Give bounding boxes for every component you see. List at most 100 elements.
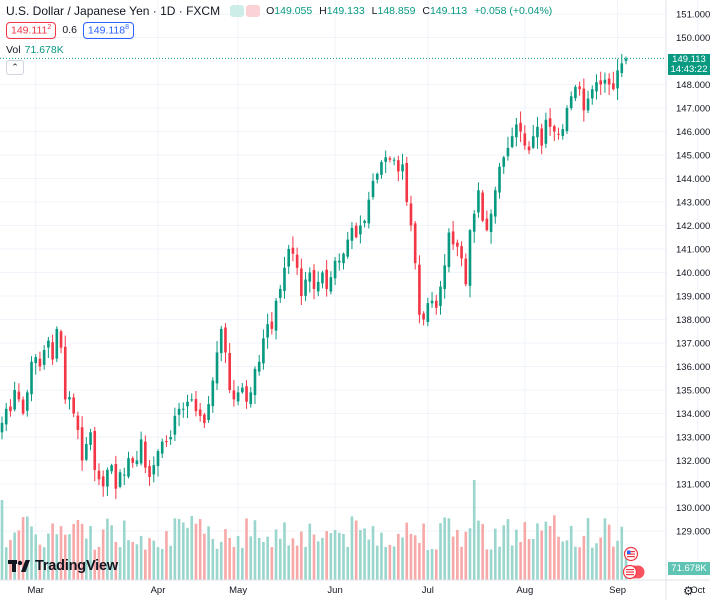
volume-bar [371,526,375,580]
candle-body [603,79,607,84]
close-label: C [422,5,430,17]
price-tick-label: 138.000 [676,315,710,326]
candle-body [590,89,594,99]
volume-bar [266,536,269,580]
time-tick-label: Sep [609,585,626,596]
close-value: 149.113 [429,5,468,17]
sell-button[interactable]: 149.1112 [6,22,57,39]
volume-bar [207,526,210,580]
candle-body [607,78,611,85]
candle-body [9,406,12,412]
open-value: 149.055 [274,5,313,17]
price-tick-label: 143.000 [676,198,710,209]
candle-body [287,249,291,267]
candle-body [430,300,434,304]
candle-body [215,352,219,384]
candle-body [388,158,392,160]
volume-bar [127,540,130,580]
candle-body [135,460,139,465]
volume-legend[interactable]: Vol 71.678K [6,44,64,56]
volume-bar [101,529,105,580]
last-price-value: 149.113 [672,54,706,65]
price-tick-label: 137.000 [676,339,710,350]
last-price-label: 149.113 14:43:22 [668,54,710,75]
low-value: 148.859 [377,5,416,17]
candle-body [612,83,615,90]
volume-bar [515,529,518,580]
volume-bar [135,544,139,580]
volume-bar [148,538,151,580]
candle-body [93,430,97,470]
candle-body [0,422,4,433]
volume-bar [603,518,607,580]
candle-body [224,327,227,353]
chart-grid [0,0,699,580]
volume-bar [76,519,80,580]
volume-bar [439,523,442,580]
volume-bar [51,523,54,580]
volume-bar [557,536,560,580]
candle-body [493,190,497,217]
buy-button[interactable]: 149.1188 [82,22,135,39]
time-tick-label: May [229,585,247,596]
volume-bar [228,537,231,580]
volume-bar [354,520,358,580]
candle-body [464,258,468,285]
volume-bar [590,547,594,580]
volume-bar [434,549,438,580]
time-tick-label: Jun [327,585,342,596]
volume-bar [63,534,67,580]
candle-body [502,157,506,167]
candle-body [228,353,231,390]
candle-body [139,439,143,464]
volume-bar [270,546,274,580]
symbol-title[interactable]: U.S. Dollar / Japanese Yen · 1D · FXCM [6,4,221,18]
settings-button[interactable]: ⚙ [683,584,694,598]
candle-body [544,119,548,144]
volume-bar [422,523,425,580]
volume-bar [253,520,257,580]
candle-body [350,227,354,241]
event-stack-icon [622,564,645,580]
volume-bar [0,500,4,580]
price-tick-label: 139.000 [676,292,710,303]
candle-body [148,466,151,477]
ohlc-values: O149.055 H149.133 L148.859 C149.113 +0.0… [266,5,552,17]
volume-bar [578,547,581,580]
volume-bar [586,518,590,580]
candle-body [316,281,320,292]
candle-body [245,386,248,402]
price-tick-label: 150.000 [676,33,710,44]
candle-body [456,242,459,247]
candle-body [337,260,341,263]
volume-bar [460,546,463,580]
volume-bar [392,546,396,580]
volume-bar [544,521,548,580]
volume-bar [34,534,38,580]
time-axis: Mar Apr May Jun Jul Aug Sep Oct [28,585,706,596]
volume-bar [493,528,497,580]
candle-body [439,286,442,307]
volume-bar [540,530,543,580]
sell-price-sup: 2 [47,24,52,31]
event-markers[interactable] [622,546,646,587]
candle-body [257,361,261,372]
volume-bar [38,544,42,580]
candle-body [523,133,527,146]
candle-body [569,96,573,109]
price-tick-label: 135.000 [676,386,710,397]
volume-bar [25,516,29,580]
volume-bar [312,534,316,580]
volume-bar [30,526,33,580]
tradingview-logo[interactable]: TradingView [8,558,118,574]
candle-body [38,358,42,367]
candle-body [536,126,539,138]
candle-body [308,272,312,282]
collapse-legend-button[interactable]: ⌃ [6,60,24,75]
price-tick-label: 136.000 [676,362,710,373]
volume-bar [569,525,573,580]
candle-body [76,415,80,430]
candle-body [72,397,75,414]
candle-body [519,122,522,132]
